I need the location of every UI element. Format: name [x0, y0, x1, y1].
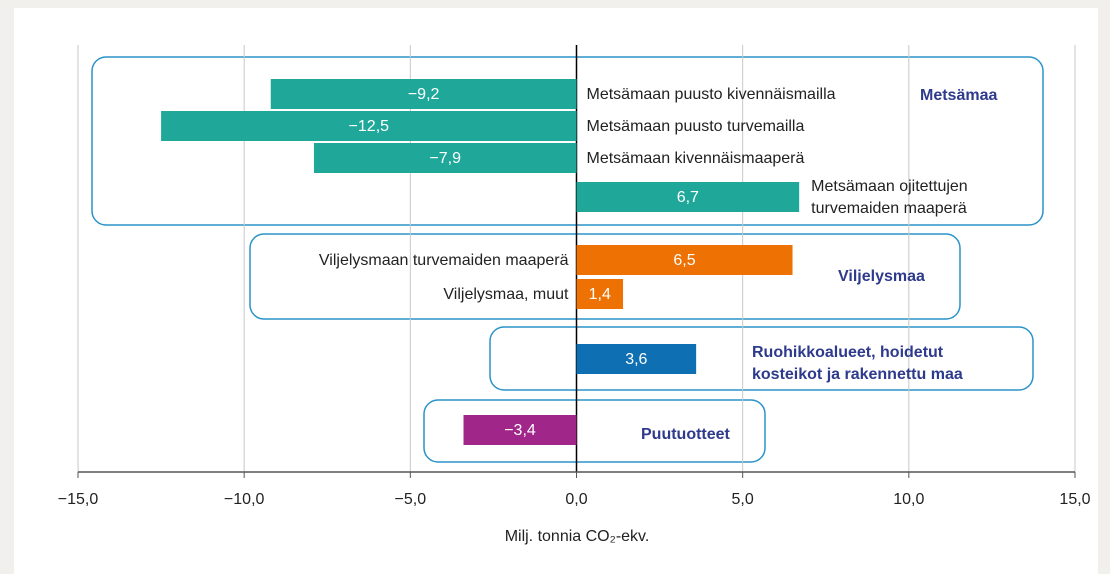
bar-label: 1,4 — [589, 286, 611, 303]
group-label: Ruohikkoalueet, hoidetut kosteikot ja rak… — [752, 344, 963, 383]
bar-label: −3,4 — [504, 422, 536, 439]
category-label: Metsämaan kivennäismaaperä — [587, 150, 805, 167]
bar — [576, 182, 800, 212]
group-box — [249, 233, 961, 320]
bar — [576, 344, 697, 374]
x-axis-label: Milj. tonnia CO₂-ekv. — [505, 528, 650, 545]
bar — [270, 79, 577, 109]
x-tick-label: 5,0 — [732, 491, 754, 508]
category-label: Metsämaan ojitettujen turvemaiden maaperä — [811, 178, 968, 217]
bar — [313, 143, 577, 173]
group-box — [489, 326, 1034, 391]
x-tick-label: 0,0 — [565, 491, 587, 508]
group-label: Puutuotteet — [641, 426, 731, 443]
bar-label: 6,7 — [677, 189, 699, 206]
bar — [161, 111, 577, 141]
bar-label: −7,9 — [429, 150, 461, 167]
group-label: Viljelysmaa — [838, 268, 925, 285]
category-label: Viljelysmaa, muut — [443, 286, 569, 303]
bar — [576, 279, 624, 309]
x-tick-label: −5,0 — [395, 491, 427, 508]
bar — [576, 245, 793, 275]
x-tick-label: 10,0 — [893, 491, 924, 508]
group-box — [423, 399, 766, 463]
bar-label: −12,5 — [349, 118, 390, 135]
bar-label: 6,5 — [673, 252, 695, 269]
category-label: Metsämaan puusto kivennäismailla — [587, 86, 836, 103]
bar-label: 3,6 — [625, 351, 647, 368]
group-box — [91, 56, 1044, 226]
category-label: Metsämaan puusto turvemailla — [587, 118, 805, 135]
bar-label: −9,2 — [408, 86, 440, 103]
group-label: Metsämaa — [920, 87, 997, 104]
category-label: Viljelysmaan turvemaiden maaperä — [319, 252, 569, 269]
bar — [463, 415, 577, 445]
x-tick-label: −15,0 — [58, 491, 99, 508]
x-tick-label: −10,0 — [224, 491, 265, 508]
x-tick-label: 15,0 — [1059, 491, 1090, 508]
